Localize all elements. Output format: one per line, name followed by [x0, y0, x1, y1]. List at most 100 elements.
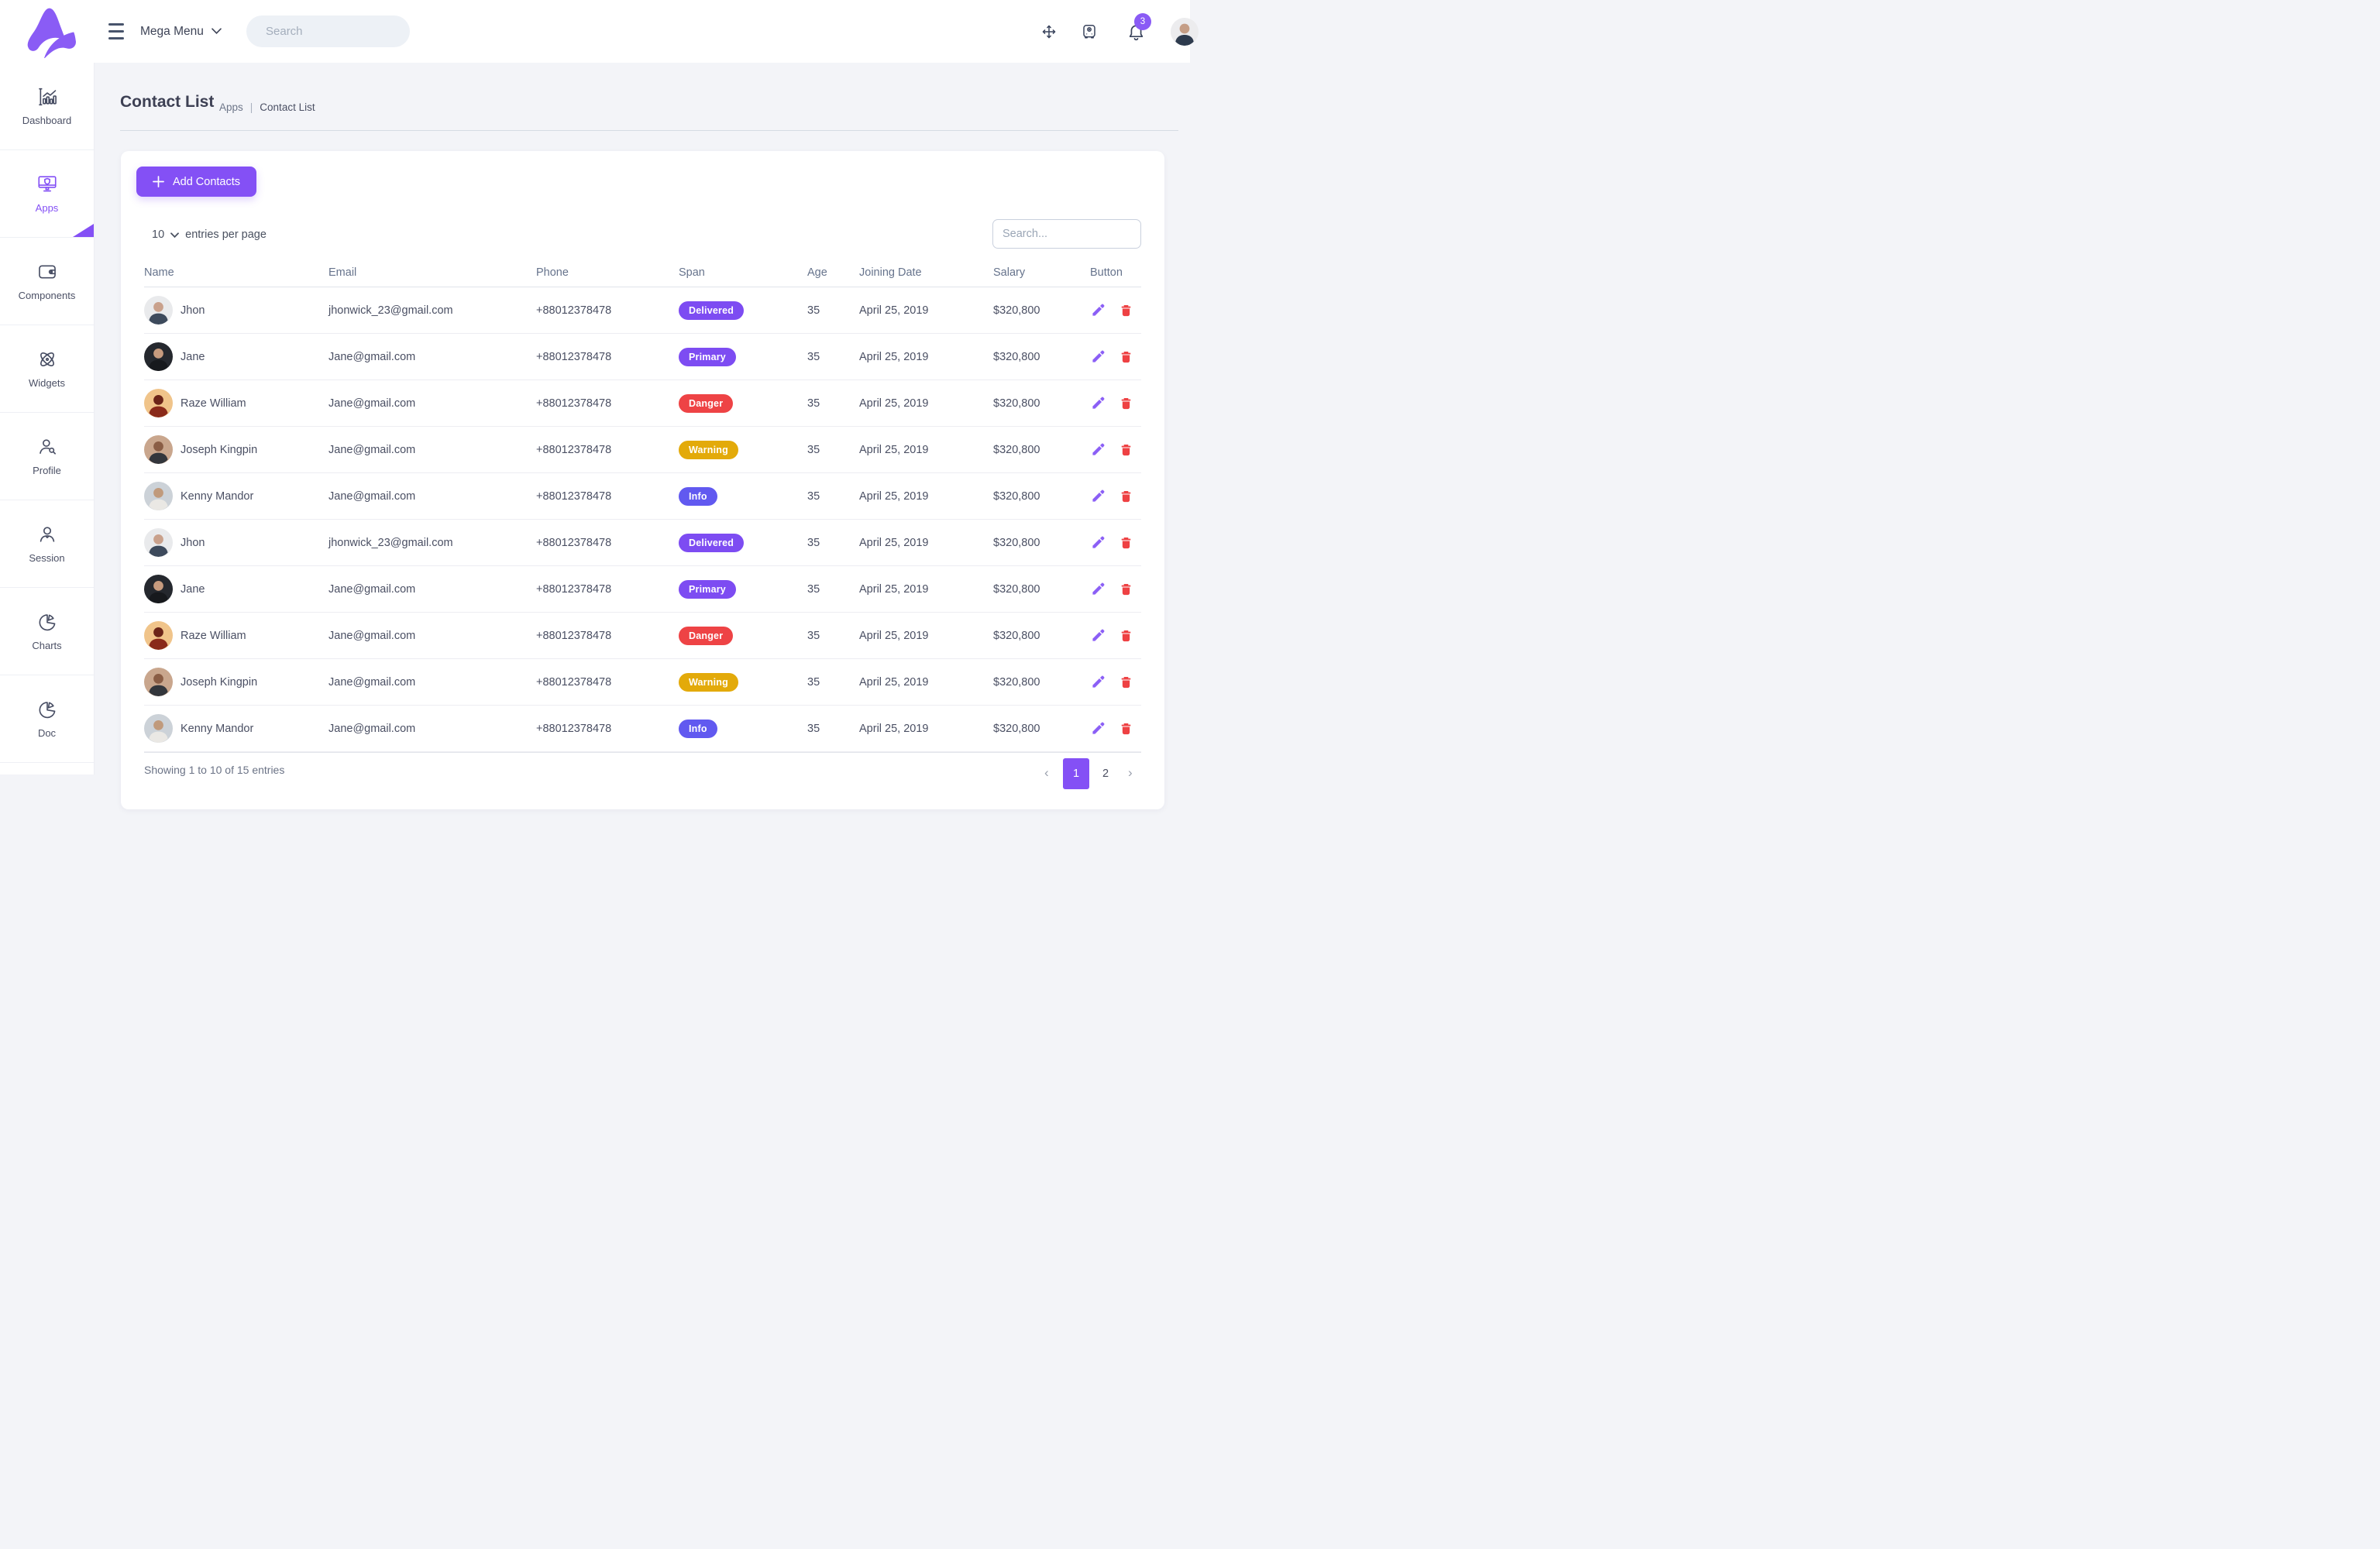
entries-value[interactable]: 10	[152, 228, 165, 241]
contact-joining-date: April 25, 2019	[859, 443, 929, 456]
avatar	[144, 575, 173, 603]
table-row: Jane Jane@gmail.com +88012378478 Primary…	[144, 334, 1141, 380]
chevron-down-icon[interactable]	[170, 232, 180, 239]
delete-button[interactable]	[1119, 628, 1133, 644]
edit-button[interactable]	[1090, 582, 1106, 597]
delete-button[interactable]	[1119, 675, 1133, 690]
column-header-button[interactable]: Button	[1090, 266, 1123, 279]
pagination-next[interactable]: ›	[1128, 765, 1133, 780]
table-row: Raze William Jane@gmail.com +88012378478…	[144, 613, 1141, 659]
add-contacts-button[interactable]: Add Contacts	[136, 167, 256, 197]
edit-button[interactable]	[1090, 396, 1106, 411]
status-badge: Primary	[679, 579, 736, 599]
user-avatar[interactable]	[1171, 18, 1199, 46]
table-row: Joseph Kingpin Jane@gmail.com +880123784…	[144, 427, 1141, 473]
avatar	[144, 482, 173, 510]
app-box-icon[interactable]	[1080, 22, 1099, 41]
span-cell: Info	[679, 486, 807, 506]
contacts-table: Name Email Phone Span Age Joining Date S…	[144, 259, 1141, 752]
mega-menu-dropdown[interactable]: Mega Menu	[140, 0, 222, 63]
delete-button[interactable]	[1119, 582, 1133, 597]
table-row: Joseph Kingpin Jane@gmail.com +880123784…	[144, 659, 1141, 706]
contact-name: Raze William	[181, 629, 246, 642]
contact-phone: +88012378478	[536, 397, 612, 410]
fullscreen-icon[interactable]	[1040, 22, 1058, 41]
pie-chart-icon	[39, 614, 55, 631]
avatar	[144, 296, 173, 325]
edit-button[interactable]	[1090, 442, 1106, 458]
sidebar-item-label: Session	[29, 552, 65, 564]
sidebar-item-charts[interactable]: Charts	[0, 588, 94, 675]
column-header-salary[interactable]: Salary	[993, 266, 1026, 279]
edit-button[interactable]	[1090, 303, 1106, 318]
trash-icon	[1121, 537, 1131, 548]
global-search	[246, 15, 428, 47]
delete-button[interactable]	[1119, 396, 1133, 411]
contact-age: 35	[807, 629, 820, 642]
sidebar-item-label: Profile	[33, 465, 61, 476]
table-row: Jane Jane@gmail.com +88012378478 Primary…	[144, 566, 1141, 613]
trash-icon	[1121, 490, 1131, 502]
brand-logo[interactable]	[23, 4, 77, 58]
delete-button[interactable]	[1119, 721, 1133, 737]
contact-age: 35	[807, 582, 820, 596]
column-header-age[interactable]: Age	[807, 266, 827, 279]
edit-button[interactable]	[1090, 675, 1106, 690]
pencil-icon	[1092, 629, 1105, 641]
contact-phone: +88012378478	[536, 350, 612, 363]
contact-name: Raze William	[181, 397, 246, 410]
table-search-input[interactable]	[992, 219, 1141, 249]
notification-count-badge: 3	[1134, 13, 1151, 30]
delete-button[interactable]	[1119, 349, 1133, 365]
row-actions	[1090, 396, 1141, 411]
table-row: Jhon jhonwick_23@gmail.com +88012378478 …	[144, 287, 1141, 334]
table-row: Kenny Mandor Jane@gmail.com +88012378478…	[144, 473, 1141, 520]
column-header-phone[interactable]: Phone	[536, 266, 569, 279]
edit-button[interactable]	[1090, 349, 1106, 365]
contact-phone: +88012378478	[536, 722, 612, 735]
sidebar-item-label: Components	[18, 290, 76, 301]
column-header-name[interactable]: Name	[144, 266, 174, 279]
wallet-icon	[38, 265, 56, 279]
delete-button[interactable]	[1119, 303, 1133, 318]
avatar	[144, 435, 173, 464]
menu-toggle-icon[interactable]	[108, 23, 124, 39]
contact-name: Kenny Mandor	[181, 489, 254, 503]
breadcrumb-parent[interactable]: Apps	[219, 101, 243, 113]
sidebar-item-doc[interactable]: Doc	[0, 675, 94, 763]
edit-button[interactable]	[1090, 721, 1106, 737]
name-cell: Kenny Mandor	[144, 714, 328, 743]
breadcrumb-current[interactable]: Contact List	[260, 101, 315, 113]
delete-button[interactable]	[1119, 489, 1133, 504]
sidebar-item-label: Apps	[35, 202, 59, 214]
sidebar-item-apps[interactable]: Apps	[0, 150, 94, 238]
column-header-email[interactable]: Email	[328, 266, 357, 279]
contact-age: 35	[807, 397, 820, 410]
edit-button[interactable]	[1090, 628, 1106, 644]
column-header-joining-date[interactable]: Joining Date	[859, 266, 922, 279]
contact-phone: +88012378478	[536, 582, 612, 596]
sidebar-item-components[interactable]: Components	[0, 238, 94, 325]
delete-button[interactable]	[1119, 442, 1133, 458]
row-actions	[1090, 721, 1141, 737]
pagination-page-1[interactable]: 1	[1063, 758, 1089, 789]
span-cell: Warning	[679, 672, 807, 692]
global-search-input[interactable]	[246, 25, 428, 38]
edit-button[interactable]	[1090, 489, 1106, 504]
name-cell: Raze William	[144, 621, 328, 650]
avatar	[144, 668, 173, 696]
contact-email: Jane@gmail.com	[328, 675, 416, 689]
sidebar-item-widgets[interactable]: Widgets	[0, 325, 94, 413]
pencil-icon	[1092, 582, 1105, 595]
sidebar-item-session[interactable]: Session	[0, 500, 94, 588]
pagination-page-2[interactable]: 2	[1102, 768, 1109, 780]
column-header-span[interactable]: Span	[679, 266, 705, 279]
delete-button[interactable]	[1119, 535, 1133, 551]
sidebar-item-profile[interactable]: Profile	[0, 413, 94, 500]
avatar	[144, 714, 173, 743]
sidebar-item-dashboard[interactable]: Dashboard	[0, 63, 94, 150]
pagination-prev[interactable]: ‹	[1044, 765, 1049, 780]
edit-button[interactable]	[1090, 535, 1106, 551]
status-badge: Delivered	[679, 533, 745, 552]
pencil-icon	[1092, 304, 1105, 316]
